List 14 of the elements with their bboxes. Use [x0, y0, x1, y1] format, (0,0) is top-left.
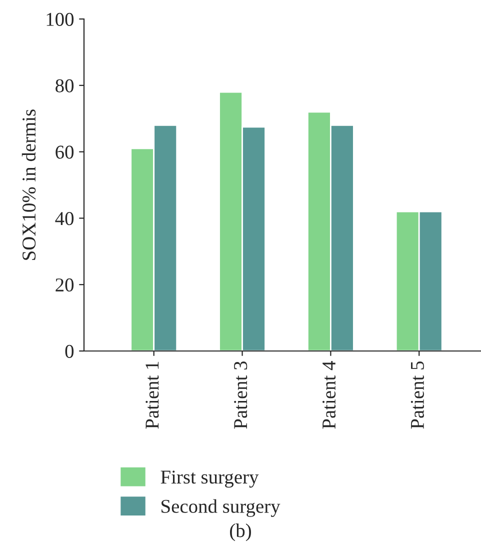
x-tick-label: Patient 1 — [146, 362, 159, 429]
y-tick-label: 60 — [56, 146, 74, 159]
y-tick-label: 0 — [65, 344, 74, 358]
x-tick-label: Patient 5 — [410, 361, 424, 429]
y-axis-title: SOX10% in dermis — [22, 110, 36, 260]
legend-label: Second surgery — [162, 499, 280, 517]
text: (b) — [230, 524, 251, 542]
x-tick-label: Patient 4 — [322, 361, 336, 429]
y-tick-label: 80 — [56, 79, 74, 92]
x-tick-label: Patient 3 — [234, 361, 248, 429]
y-tick-label: 20 — [56, 278, 74, 292]
legend-label: First surgery — [160, 470, 259, 488]
y-tick-label: 100 — [46, 12, 74, 26]
y-tick-label: 40 — [55, 212, 74, 226]
